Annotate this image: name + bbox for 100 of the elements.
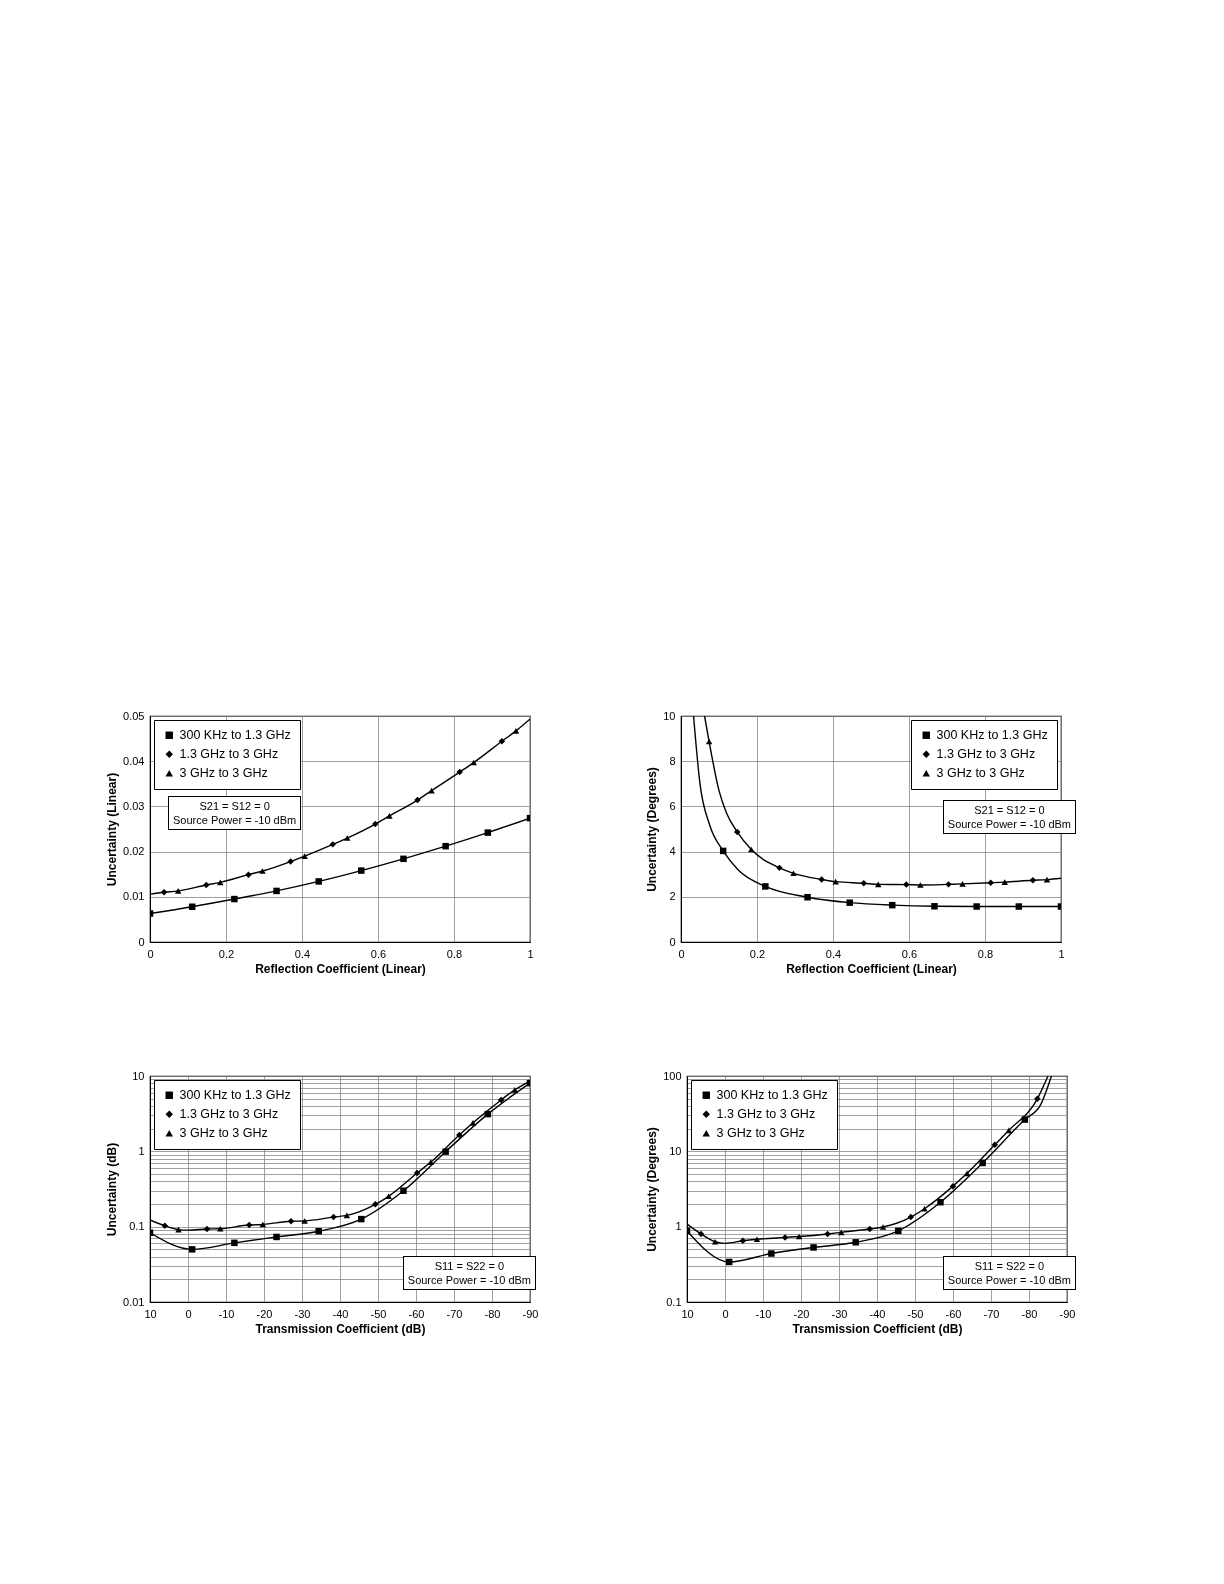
point (931, 903, 938, 910)
y-tick-label: 100 (663, 1069, 682, 1082)
legend-label: 300 KHz to 1.3 GHz (716, 1088, 828, 1103)
point (287, 1218, 295, 1225)
point (400, 1187, 407, 1194)
x-tick-label: 1 (527, 947, 534, 960)
annotation: S11 = S22 = 0 (433, 1259, 506, 1273)
point (1034, 1095, 1041, 1103)
x-axis-title: Transmission Coefficient (dB) (792, 1321, 963, 1336)
x-tick-label: -10 (218, 1307, 235, 1320)
point (442, 842, 449, 850)
point (917, 882, 924, 888)
point (161, 1222, 169, 1229)
point (790, 870, 797, 877)
point (343, 1212, 351, 1219)
point (937, 1199, 944, 1206)
legend-label: 3 GHz to 3 GHz (179, 766, 268, 781)
point (734, 828, 741, 836)
x-tick-label: 0.6 (901, 947, 918, 960)
x-tick-label: 0.2 (218, 947, 235, 960)
point (511, 1087, 519, 1093)
legend-label: 1.3 GHz to 3 GHz (716, 1107, 816, 1122)
x-axis-title: Transmission Coefficient (dB) (255, 1321, 426, 1336)
point (497, 1096, 505, 1104)
y-tick-label: 0.05 (123, 709, 145, 722)
point (810, 1244, 817, 1251)
legend-label: 3 GHz to 3 GHz (716, 1126, 805, 1141)
x-tick-label: -80 (1021, 1307, 1038, 1320)
point (895, 1227, 902, 1235)
point (160, 889, 168, 896)
point (818, 876, 825, 883)
x-axis-title: Reflection Coefficient (Linear) (255, 961, 426, 976)
x-tick-label: 0.4 (825, 947, 842, 960)
point (852, 1239, 859, 1246)
x-tick-label: -90 (1059, 1307, 1076, 1320)
point (301, 1218, 308, 1224)
x-tick-label: 0.8 (446, 947, 463, 960)
note-box: S21 = S12 = 0 Source Power = -10 dBm (168, 796, 302, 830)
point (753, 1236, 761, 1243)
y-tick-label: 0.02 (123, 845, 145, 858)
x-tick-label: -40 (869, 1307, 886, 1320)
point (921, 1205, 928, 1212)
annotation: S11 = S22 = 0 (973, 1259, 1046, 1273)
y-axis-title: Uncertainty (Degrees) (645, 1127, 660, 1252)
y-axis-title: Uncertainty (Degrees) (645, 767, 660, 892)
y-tick-label: 0.03 (123, 799, 145, 812)
point (188, 1246, 196, 1253)
point (358, 1215, 365, 1223)
point (273, 1233, 280, 1241)
point (315, 878, 322, 885)
annotation: Source Power = -10 dBm (947, 1273, 1071, 1287)
point (442, 1148, 449, 1155)
x-tick-label: 0.6 (370, 947, 387, 960)
point (711, 1238, 719, 1245)
y-tick-label: 10 (669, 1144, 682, 1157)
x-tick-label: 10 (681, 1307, 694, 1320)
legend-label: 3 GHz to 3 GHz (179, 1126, 268, 1141)
point (889, 901, 896, 909)
point (963, 1170, 971, 1177)
legend-label: 1.3 GHz to 3 GHz (936, 747, 1036, 762)
point (385, 1193, 392, 1200)
y-axis-title: Uncertainty (dB) (105, 1142, 120, 1237)
point (343, 835, 351, 841)
y-tick-label: 10 (132, 1069, 145, 1082)
point (203, 1225, 211, 1233)
note-box: S11 = S22 = 0 Source Power = -10 dBm (402, 1256, 536, 1290)
annotation: Source Power = -10 dBm (173, 813, 297, 827)
y-tick-label: 2 (669, 890, 676, 903)
y-tick-label: 8 (669, 754, 676, 767)
y-tick-label: 0 (669, 935, 676, 948)
annotation: S21 = S12 = 0 (973, 803, 1046, 817)
point (879, 1224, 887, 1230)
legend-label: 1.3 GHz to 3 GHz (179, 747, 279, 762)
x-tick-label: 1 (1058, 947, 1065, 960)
point (804, 894, 811, 901)
point (1001, 879, 1008, 885)
point (203, 881, 210, 889)
point (372, 1201, 379, 1208)
point (973, 903, 980, 910)
point (949, 1182, 957, 1190)
point (174, 888, 182, 894)
point (959, 881, 966, 887)
x-tick-label: -60 (945, 1307, 962, 1320)
note-box: S11 = S22 = 0 Source Power = -10 dBm (942, 1256, 1076, 1290)
point (987, 879, 994, 887)
point (739, 1237, 747, 1244)
legend-label: 300 KHz to 1.3 GHz (936, 728, 1048, 743)
point (259, 868, 266, 874)
annotation: S21 = S12 = 0 (198, 799, 271, 813)
y-tick-label: 1 (675, 1220, 682, 1233)
point (860, 880, 868, 887)
y-tick-label: 10 (663, 709, 676, 722)
point (697, 1230, 705, 1238)
annotation: Source Power = -10 dBm (407, 1273, 531, 1287)
point (991, 1141, 999, 1149)
point (903, 881, 910, 888)
point (795, 1233, 803, 1240)
point (386, 813, 393, 819)
point (315, 1227, 322, 1235)
legend-label: 1.3 GHz to 3 GHz (179, 1107, 279, 1122)
